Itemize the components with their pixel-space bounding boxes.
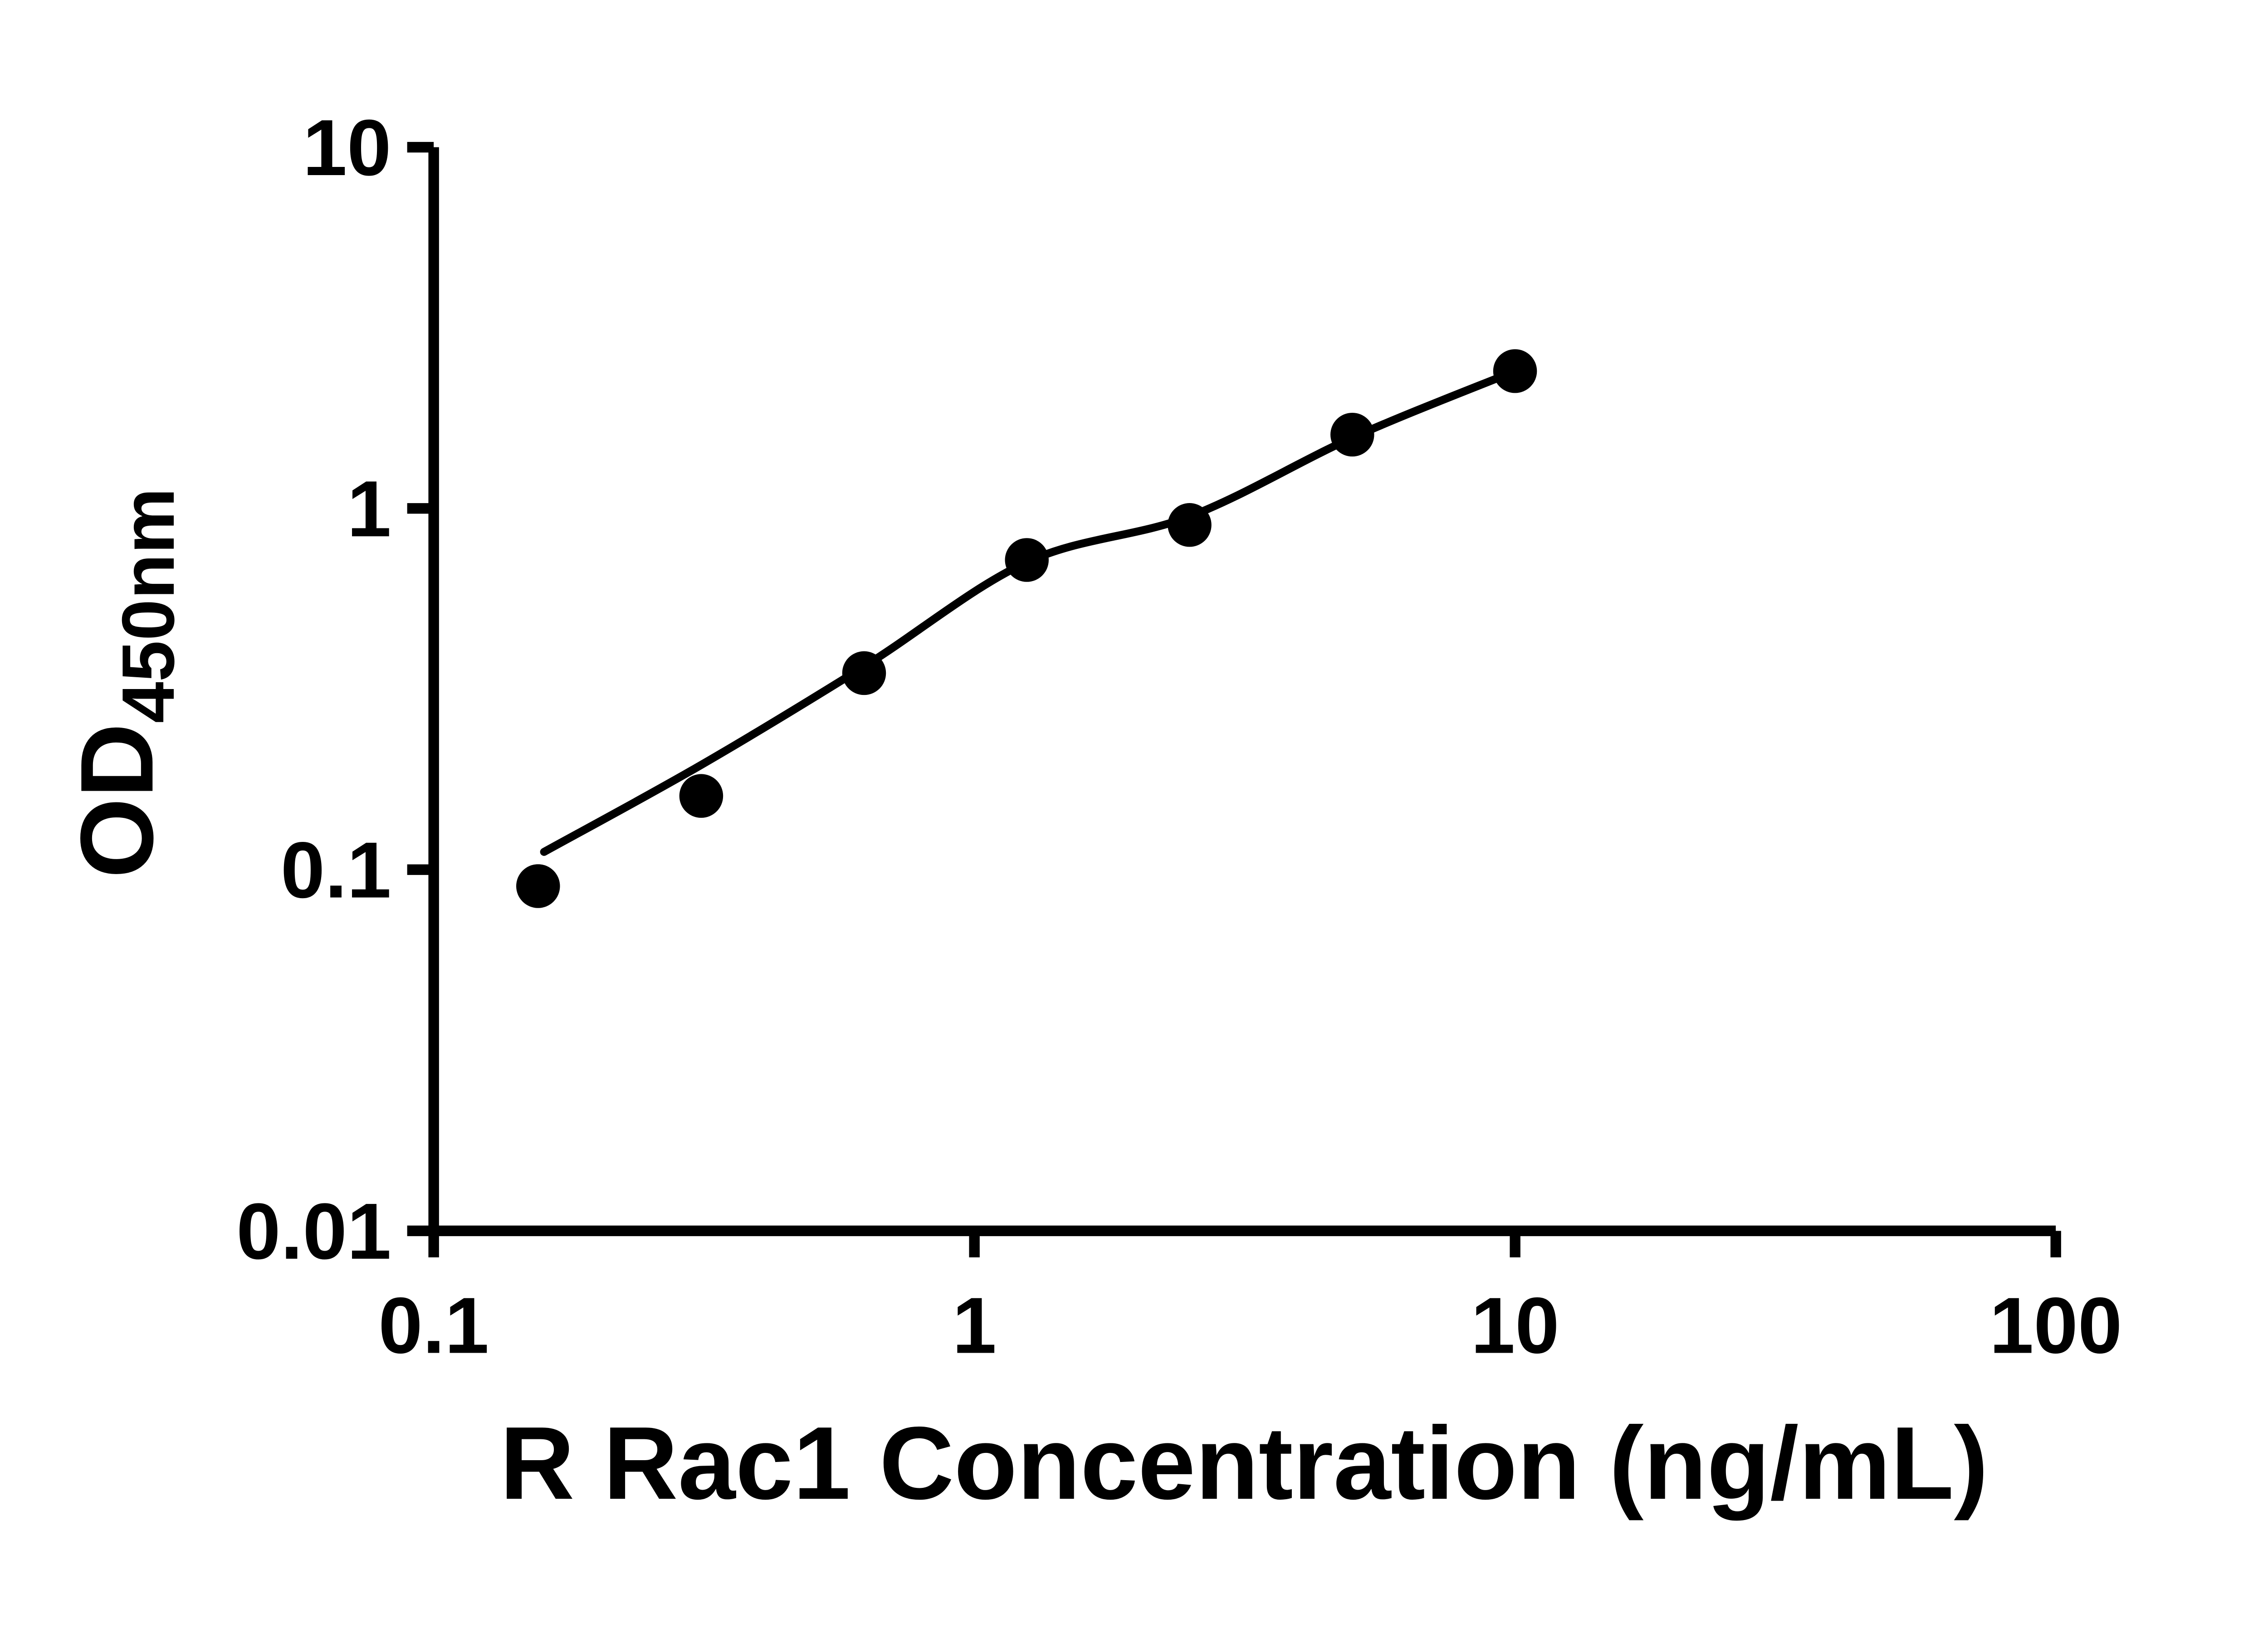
data-point [516, 864, 560, 908]
x-tick-label: 100 [1989, 1281, 2122, 1370]
y-tick-label: 0.01 [236, 1187, 391, 1276]
y-tick-label: 1 [347, 464, 391, 553]
data-point [1493, 349, 1537, 393]
elisa-standard-curve-chart: 0.1 1 10 100 0.01 0.1 1 10 R Rac1 Concentration… [59, 103, 2122, 1521]
y-tick-label: 10 [303, 103, 391, 192]
data-point [1168, 503, 1212, 547]
axis-spine [428, 147, 2056, 1237]
data-point [679, 774, 723, 818]
x-tick-label: 10 [1471, 1281, 1559, 1370]
data-point [1005, 538, 1049, 582]
x-tick-label: 1 [952, 1281, 997, 1370]
y-axis-title: OD450nm [59, 488, 190, 878]
data-layer [516, 349, 1537, 908]
y-tick-label: 0.1 [281, 826, 391, 915]
x-axis-title: R Rac1 Concentration (ng/mL) [500, 1406, 1989, 1521]
data-point [1330, 412, 1374, 457]
x-tick-label: 0.1 [378, 1281, 489, 1370]
data-point [842, 651, 886, 695]
y-axis-title-subscript: 450nm [107, 488, 190, 723]
y-axis-title-main: OD [59, 723, 175, 878]
